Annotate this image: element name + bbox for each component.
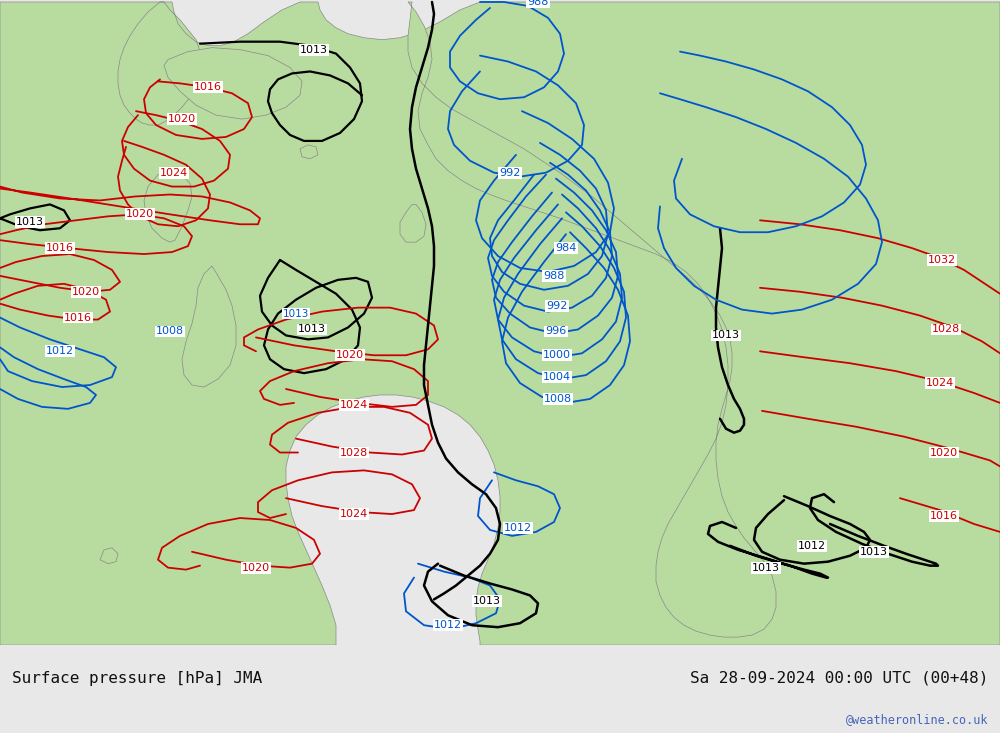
Text: 1013: 1013 [860, 547, 888, 557]
Text: 996: 996 [545, 326, 567, 336]
Text: 1020: 1020 [168, 114, 196, 124]
Text: 1016: 1016 [46, 243, 74, 253]
Text: 1024: 1024 [926, 378, 954, 388]
Text: 1004: 1004 [543, 372, 571, 382]
Text: 1013: 1013 [298, 325, 326, 334]
Text: Sa 28-09-2024 00:00 UTC (00+48): Sa 28-09-2024 00:00 UTC (00+48) [690, 671, 988, 686]
Text: 1016: 1016 [194, 82, 222, 92]
Text: 1013: 1013 [300, 45, 328, 55]
Text: 1008: 1008 [156, 326, 184, 336]
Polygon shape [182, 266, 236, 387]
Text: 1024: 1024 [160, 168, 188, 177]
Polygon shape [300, 145, 318, 159]
Polygon shape [164, 48, 302, 119]
Polygon shape [0, 2, 1000, 645]
Text: 1013: 1013 [473, 597, 501, 606]
Text: @weatheronline.co.uk: @weatheronline.co.uk [846, 713, 988, 726]
Text: 988: 988 [543, 271, 565, 281]
Text: 1020: 1020 [336, 350, 364, 360]
Text: 1020: 1020 [930, 448, 958, 457]
Text: 1000: 1000 [543, 350, 571, 360]
Text: 992: 992 [499, 168, 521, 177]
Text: 1013: 1013 [712, 331, 740, 340]
Text: 1024: 1024 [340, 509, 368, 519]
Text: 1012: 1012 [46, 346, 74, 356]
Text: 1012: 1012 [798, 541, 826, 550]
Text: 992: 992 [546, 301, 568, 311]
Text: 1013: 1013 [16, 217, 44, 227]
Text: 1028: 1028 [340, 448, 368, 457]
Text: 1020: 1020 [242, 563, 270, 572]
Text: 1020: 1020 [126, 210, 154, 219]
Text: 988: 988 [527, 0, 549, 7]
Polygon shape [100, 548, 118, 564]
Text: 1016: 1016 [930, 511, 958, 521]
Text: 1032: 1032 [928, 255, 956, 265]
Polygon shape [408, 2, 776, 637]
Text: 1024: 1024 [340, 400, 368, 410]
Text: 1012: 1012 [434, 620, 462, 630]
Polygon shape [144, 171, 192, 242]
Text: 1008: 1008 [544, 394, 572, 404]
Text: 1020: 1020 [72, 287, 100, 297]
Text: 1013: 1013 [752, 563, 780, 572]
Text: 1016: 1016 [64, 312, 92, 323]
Text: 1013: 1013 [283, 309, 309, 319]
Polygon shape [400, 205, 426, 242]
Text: 984: 984 [555, 243, 577, 253]
Text: 1028: 1028 [932, 325, 960, 334]
Text: 1012: 1012 [504, 523, 532, 533]
Text: Surface pressure [hPa] JMA: Surface pressure [hPa] JMA [12, 671, 262, 686]
